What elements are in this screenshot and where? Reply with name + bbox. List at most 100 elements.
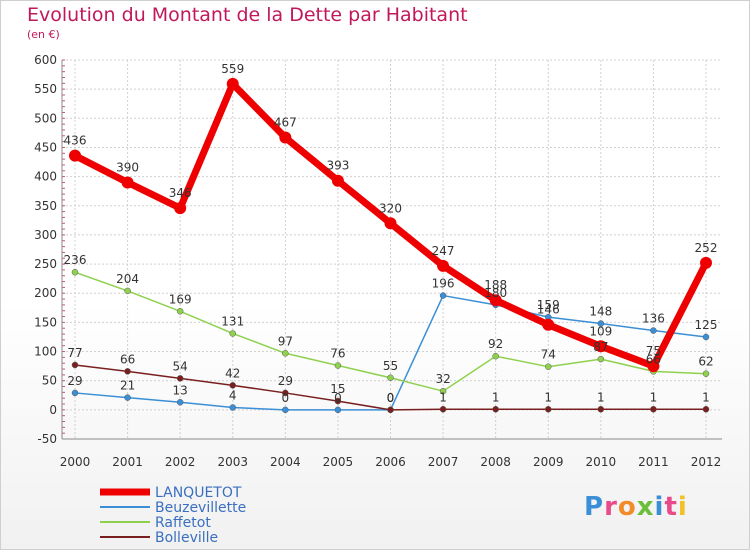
x-tick-label: 2011 xyxy=(638,455,669,469)
chart-title: Evolution du Montant de la Dette par Hab… xyxy=(27,4,468,26)
legend-label: Beuzevillette xyxy=(155,500,246,516)
data-point xyxy=(650,327,657,334)
series-layer xyxy=(69,77,712,414)
data-label: 74 xyxy=(541,348,556,362)
data-point xyxy=(176,308,184,315)
data-label: 188 xyxy=(484,278,507,292)
x-tick-label: 2004 xyxy=(270,455,301,469)
x-tick-label: 2003 xyxy=(217,455,248,469)
data-point xyxy=(545,406,552,413)
data-point xyxy=(702,333,710,341)
data-point xyxy=(124,394,131,401)
data-label-layer: 4363903465594673933202471881461097525229… xyxy=(64,62,718,405)
data-label: 169 xyxy=(169,292,192,306)
y-tick-label: 50 xyxy=(42,374,57,388)
data-label: 66 xyxy=(646,352,661,366)
data-point xyxy=(279,131,292,144)
proxiti-logo: Proxiti xyxy=(584,492,688,522)
data-label: 87 xyxy=(593,340,608,354)
data-point xyxy=(71,361,79,369)
data-label: 320 xyxy=(379,201,402,215)
y-tick-label: 300 xyxy=(34,228,57,242)
y-tick-label: 250 xyxy=(34,257,57,271)
y-tick-label: 400 xyxy=(34,170,57,184)
data-label: 42 xyxy=(225,366,240,380)
data-point xyxy=(597,406,605,413)
data-label: 75 xyxy=(646,344,661,358)
y-tick-label: 100 xyxy=(34,345,57,359)
y-tick-label: 600 xyxy=(34,53,57,67)
data-point xyxy=(384,217,397,230)
data-label: 15 xyxy=(330,382,345,396)
data-point xyxy=(334,406,342,414)
data-label: 1 xyxy=(544,390,552,404)
legend-label: Bolleville xyxy=(155,530,218,546)
data-label: 0 xyxy=(282,391,290,405)
data-point xyxy=(489,294,502,307)
x-tick-label: 2009 xyxy=(533,455,564,469)
data-point xyxy=(702,370,710,377)
data-point xyxy=(71,389,79,397)
y-tick-label: 350 xyxy=(34,199,57,213)
data-point xyxy=(229,382,236,389)
data-label: 252 xyxy=(695,241,718,255)
data-point xyxy=(174,202,187,215)
grid-layer xyxy=(62,59,722,440)
data-label: 76 xyxy=(330,347,345,361)
data-label: 196 xyxy=(432,277,455,291)
data-point xyxy=(597,355,605,363)
data-point xyxy=(229,404,236,411)
data-point xyxy=(439,292,447,299)
data-label: 204 xyxy=(116,272,139,286)
data-label: 77 xyxy=(67,346,82,360)
data-point xyxy=(387,406,394,414)
data-label: 66 xyxy=(120,352,135,366)
x-tick-label: 2007 xyxy=(428,455,459,469)
data-point xyxy=(542,318,555,331)
data-label: 55 xyxy=(383,359,398,373)
y-tick-label: 0 xyxy=(49,403,57,417)
x-tick-label: 2010 xyxy=(586,455,617,469)
data-point xyxy=(334,362,342,369)
x-tick-label: 2008 xyxy=(480,455,511,469)
x-tick-label: 2000 xyxy=(60,455,91,469)
data-label: 559 xyxy=(221,62,244,76)
data-label: 0 xyxy=(387,391,395,405)
x-tick-label: 2002 xyxy=(165,455,196,469)
data-label: 467 xyxy=(274,116,297,130)
data-point xyxy=(700,256,712,269)
data-point xyxy=(229,330,236,337)
data-label: 159 xyxy=(537,298,560,312)
data-label: 4 xyxy=(229,389,237,403)
data-point xyxy=(545,363,552,370)
data-label: 346 xyxy=(169,186,192,200)
data-label: 0 xyxy=(387,391,395,405)
data-point xyxy=(594,340,607,353)
data-label: 436 xyxy=(64,134,87,148)
data-label: 146 xyxy=(537,303,560,317)
y-tick-label: 150 xyxy=(34,315,57,329)
data-label: 1 xyxy=(702,390,710,404)
data-label: 13 xyxy=(173,383,188,397)
data-point xyxy=(226,77,239,90)
data-label: 180 xyxy=(484,286,507,300)
data-label: 136 xyxy=(642,312,665,326)
data-label: 21 xyxy=(120,379,135,393)
data-label: 62 xyxy=(698,355,713,369)
data-label: 1 xyxy=(492,390,500,404)
y-tick-label: 450 xyxy=(34,140,57,154)
data-label: 393 xyxy=(326,159,349,173)
data-point xyxy=(387,374,394,382)
data-label: 0 xyxy=(334,391,342,405)
data-label: 29 xyxy=(278,374,293,388)
data-point xyxy=(492,406,499,413)
y-tick-label: -50 xyxy=(37,432,57,446)
data-point xyxy=(69,149,81,162)
data-point xyxy=(334,397,342,405)
data-point xyxy=(282,406,289,414)
x-tick-label: 2001 xyxy=(112,455,143,469)
y-tick-label: 500 xyxy=(34,111,57,125)
legend-label: Raffetot xyxy=(155,515,211,531)
